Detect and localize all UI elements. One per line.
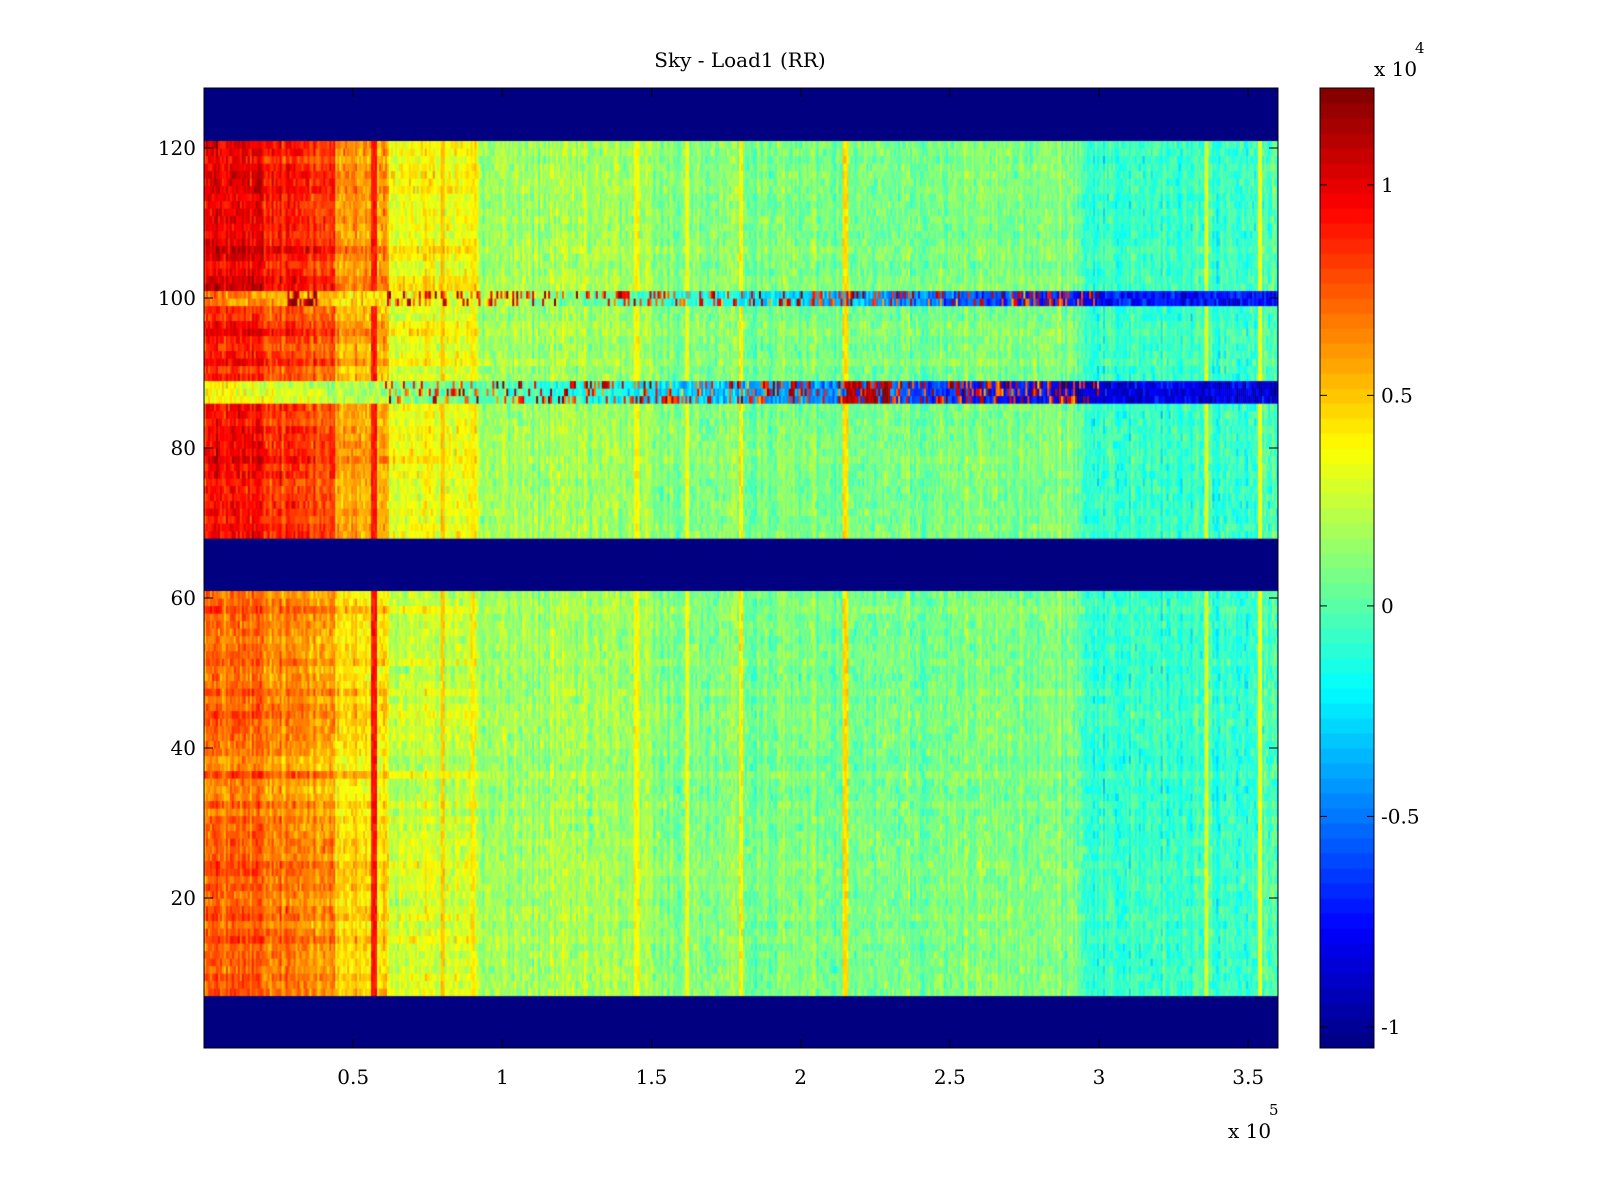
y-tick-label: 120	[158, 136, 196, 160]
colorbar-tick-label: 0	[1381, 594, 1394, 618]
y-tick-label: 100	[158, 286, 196, 310]
colorbar-tick-label: 0.5	[1381, 383, 1413, 407]
colorbar: -1 -0.5 0 0.5 1 x 10 4	[1319, 39, 1425, 1049]
x-tick-label: 0.5	[337, 1065, 369, 1089]
heatmap-image	[204, 88, 1278, 1048]
x-tick-label: 1.5	[636, 1065, 668, 1089]
colorbar-tick-label: -0.5	[1381, 804, 1420, 828]
x-tick-label: 2.5	[934, 1065, 966, 1089]
y-axis: 20 40 60 80 100 120	[158, 136, 1278, 910]
chart-title: Sky - Load1 (RR)	[654, 48, 825, 72]
y-tick-label: 20	[171, 886, 196, 910]
x-multiplier-exponent: 5	[1269, 1101, 1279, 1119]
colorbar-gradient-container	[1320, 88, 1374, 1048]
x-multiplier-base: x 10	[1228, 1119, 1271, 1143]
x-tick-label: 2	[794, 1065, 807, 1089]
x-axis-multiplier: x 10 5	[1228, 1101, 1279, 1143]
x-axis: 0.5 1 1.5 2 2.5 3 3.5	[337, 88, 1264, 1089]
x-tick-label: 1	[496, 1065, 509, 1089]
y-tick-label: 40	[171, 736, 196, 760]
x-tick-label: 3.5	[1232, 1065, 1264, 1089]
plot-frame	[203, 87, 1279, 1049]
y-tick-label: 80	[171, 436, 196, 460]
heatmap-plot-area	[204, 88, 1278, 1048]
colorbar-multiplier-base: x 10	[1374, 57, 1417, 81]
heatmap-image-container	[204, 88, 1278, 1048]
colorbar-tick-label: -1	[1381, 1015, 1400, 1039]
colorbar-multiplier-exponent: 4	[1415, 39, 1425, 57]
x-tick-label: 3	[1093, 1065, 1106, 1089]
y-tick-label: 60	[171, 586, 196, 610]
colorbar-frame	[1319, 87, 1375, 1049]
colorbar-gradient	[1320, 88, 1374, 1048]
colorbar-ticks: -1 -0.5 0 0.5 1	[1320, 173, 1420, 1039]
colorbar-tick-label: 1	[1381, 173, 1394, 197]
